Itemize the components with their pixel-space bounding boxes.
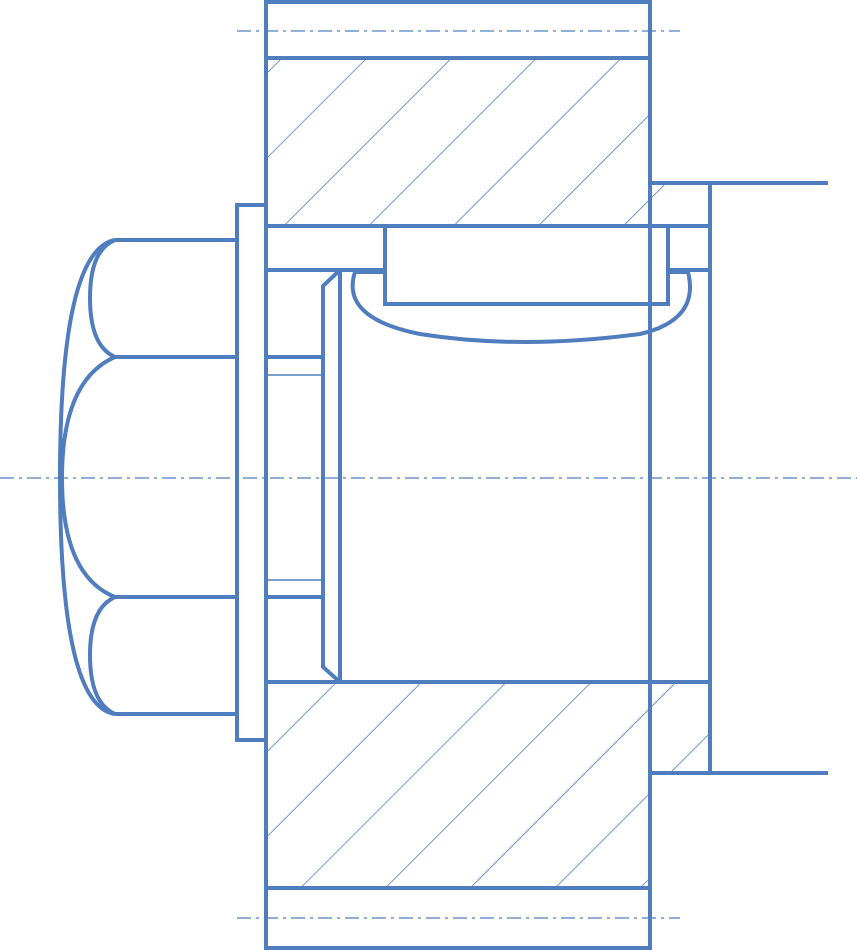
bolt-head [57, 238, 237, 716]
centerlines [0, 30, 857, 919]
washer [235, 203, 268, 742]
shaft-end [266, 268, 342, 684]
key [383, 224, 670, 306]
hatched-sections [266, 58, 710, 888]
